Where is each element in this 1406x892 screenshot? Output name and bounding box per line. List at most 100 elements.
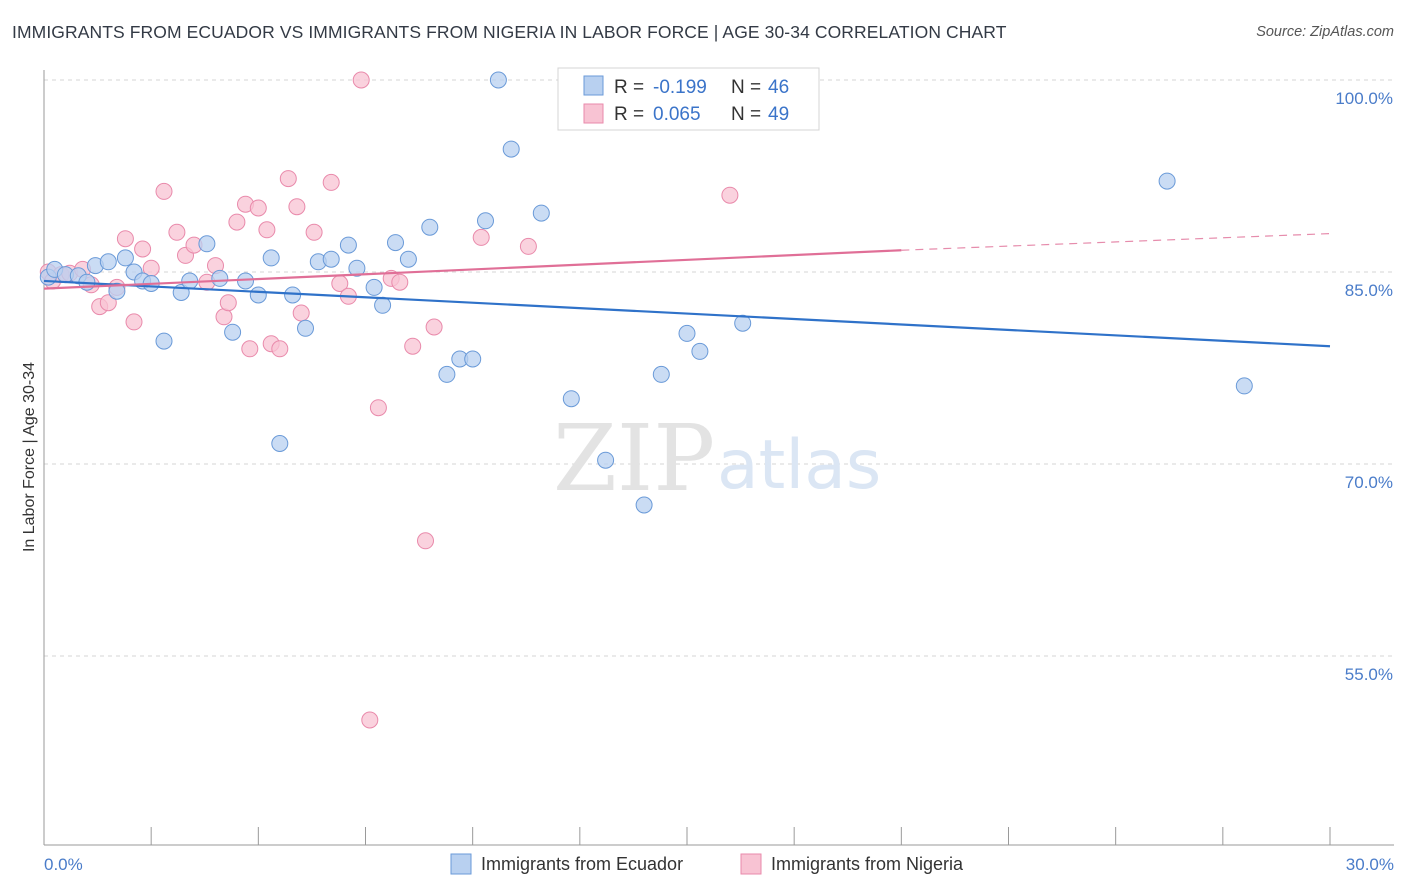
nigeria-point-24 [249, 199, 267, 217]
ecuador-point-33 [438, 365, 456, 383]
ecuador-point-19 [249, 286, 267, 304]
stats-swatch-ecuador [583, 75, 604, 96]
ecuador-point-21 [271, 435, 289, 452]
y-tick-label-0: 100.0% [1335, 89, 1393, 108]
nigeria-point-39 [391, 273, 409, 291]
ecuador-point-45 [691, 342, 709, 360]
ecuador-point-6 [99, 253, 117, 271]
nigeria-point-35 [352, 71, 370, 89]
nigeria-point-14 [168, 223, 186, 241]
ecuador-point-25 [322, 250, 340, 268]
legend-label-ecuador[interactable]: Immigrants from Ecuador [481, 854, 683, 874]
legend-swatch-nigeria[interactable] [740, 853, 762, 875]
ecuador-point-40 [562, 390, 580, 408]
y-axis-title: In Labor Force | Age 30-34 [21, 362, 38, 552]
ecuador-trend-line [43, 279, 1331, 348]
y-tick-label-2: 70.0% [1345, 473, 1393, 492]
stats-n-ecuador: 46 [768, 77, 789, 98]
nigeria-point-10 [125, 313, 143, 331]
ecuador-point-39 [532, 204, 550, 222]
nigeria-point-43 [472, 228, 490, 246]
ecuador-point-37 [489, 71, 507, 89]
ecuador-point-30 [387, 234, 404, 252]
nigeria-point-25 [258, 221, 276, 239]
nigeria-trend-extension [901, 233, 1331, 251]
nigeria-point-36 [361, 711, 379, 729]
ecuador-point-41 [597, 451, 615, 469]
ecuador-point-28 [365, 278, 383, 296]
nigeria-point-29 [288, 198, 306, 216]
ecuador-point-46 [734, 314, 752, 332]
y-tick-label-1: 85.0% [1345, 281, 1393, 300]
x-axis-ticks [43, 827, 1331, 845]
ecuador-point-42 [635, 496, 653, 514]
ecuador-point-7 [108, 282, 126, 300]
stats-r-label-ecuador: R = [614, 77, 644, 98]
nigeria-point-44 [519, 237, 537, 255]
nigeria-point-27 [271, 340, 289, 358]
nigeria-point-31 [305, 223, 323, 241]
legend-label-nigeria[interactable]: Immigrants from Nigeria [771, 854, 964, 874]
y-tick-label-3: 55.0% [1345, 665, 1393, 684]
nigeria-points [39, 71, 739, 729]
nigeria-point-13 [155, 182, 173, 200]
nigeria-point-40 [404, 337, 422, 355]
ecuador-point-29 [374, 296, 392, 314]
legend-swatch-ecuador[interactable] [450, 853, 472, 875]
nigeria-point-32 [322, 173, 340, 191]
nigeria-trend-line [43, 249, 902, 290]
nigeria-point-21 [228, 213, 246, 231]
stats-n-nigeria: 49 [768, 104, 789, 125]
ecuador-point-27 [348, 259, 366, 277]
nigeria-point-46 [721, 186, 739, 204]
chart-title: IMMIGRANTS FROM ECUADOR VS IMMIGRANTS FR… [12, 22, 1007, 42]
nigeria-point-23 [241, 340, 259, 358]
trend-lines [43, 233, 1331, 348]
ecuador-point-15 [198, 235, 216, 253]
ecuador-point-48 [1235, 377, 1253, 395]
stats-n-label-nigeria: N = [731, 104, 761, 125]
x-tick-label-min: 0.0% [44, 855, 83, 874]
ecuador-point-44 [678, 324, 696, 342]
ecuador-point-38 [502, 140, 520, 158]
ecuador-point-18 [237, 272, 254, 290]
stats-r-ecuador: -0.199 [653, 77, 707, 98]
ecuador-point-32 [421, 218, 439, 236]
stats-swatch-nigeria [583, 103, 604, 124]
ecuador-point-26 [339, 236, 357, 254]
nigeria-point-28 [279, 170, 297, 188]
nigeria-point-37 [369, 399, 387, 417]
nigeria-point-41 [417, 532, 434, 550]
ecuador-point-17 [224, 323, 242, 341]
source-label: Source: ZipAtlas.com [1256, 24, 1394, 40]
nigeria-point-42 [425, 318, 443, 336]
stats-r-nigeria: 0.065 [653, 104, 701, 125]
ecuador-points [39, 71, 1253, 514]
watermark: ZIP atlas [553, 405, 881, 512]
legend: Immigrants from Ecuador Immigrants from … [450, 853, 964, 875]
nigeria-point-30 [292, 304, 310, 322]
x-tick-label-max: 30.0% [1346, 855, 1394, 874]
y-axis-tick-labels: 100.0% 85.0% 70.0% 55.0% [1335, 89, 1393, 684]
nigeria-point-9 [116, 230, 134, 248]
ecuador-point-23 [297, 319, 314, 337]
ecuador-point-8 [116, 249, 134, 267]
nigeria-point-20 [219, 294, 237, 312]
nigeria-point-19 [215, 308, 233, 326]
watermark-atlas: atlas [717, 426, 881, 505]
stats-n-label-ecuador: N = [731, 77, 761, 98]
ecuador-point-12 [155, 332, 173, 350]
ecuador-point-47 [1158, 172, 1176, 190]
gridlines [44, 79, 1394, 657]
ecuador-point-36 [477, 212, 494, 230]
stats-r-label-nigeria: R = [614, 104, 644, 125]
nigeria-point-7 [99, 294, 117, 312]
stats-box: R = -0.199 N = 46 R = 0.065 N = 49 [557, 67, 820, 131]
ecuador-point-16 [211, 269, 229, 287]
ecuador-point-22 [284, 286, 302, 304]
ecuador-point-35 [464, 350, 482, 368]
axes [43, 70, 1394, 846]
watermark-zip: ZIP [553, 405, 715, 512]
ecuador-point-31 [399, 250, 417, 268]
